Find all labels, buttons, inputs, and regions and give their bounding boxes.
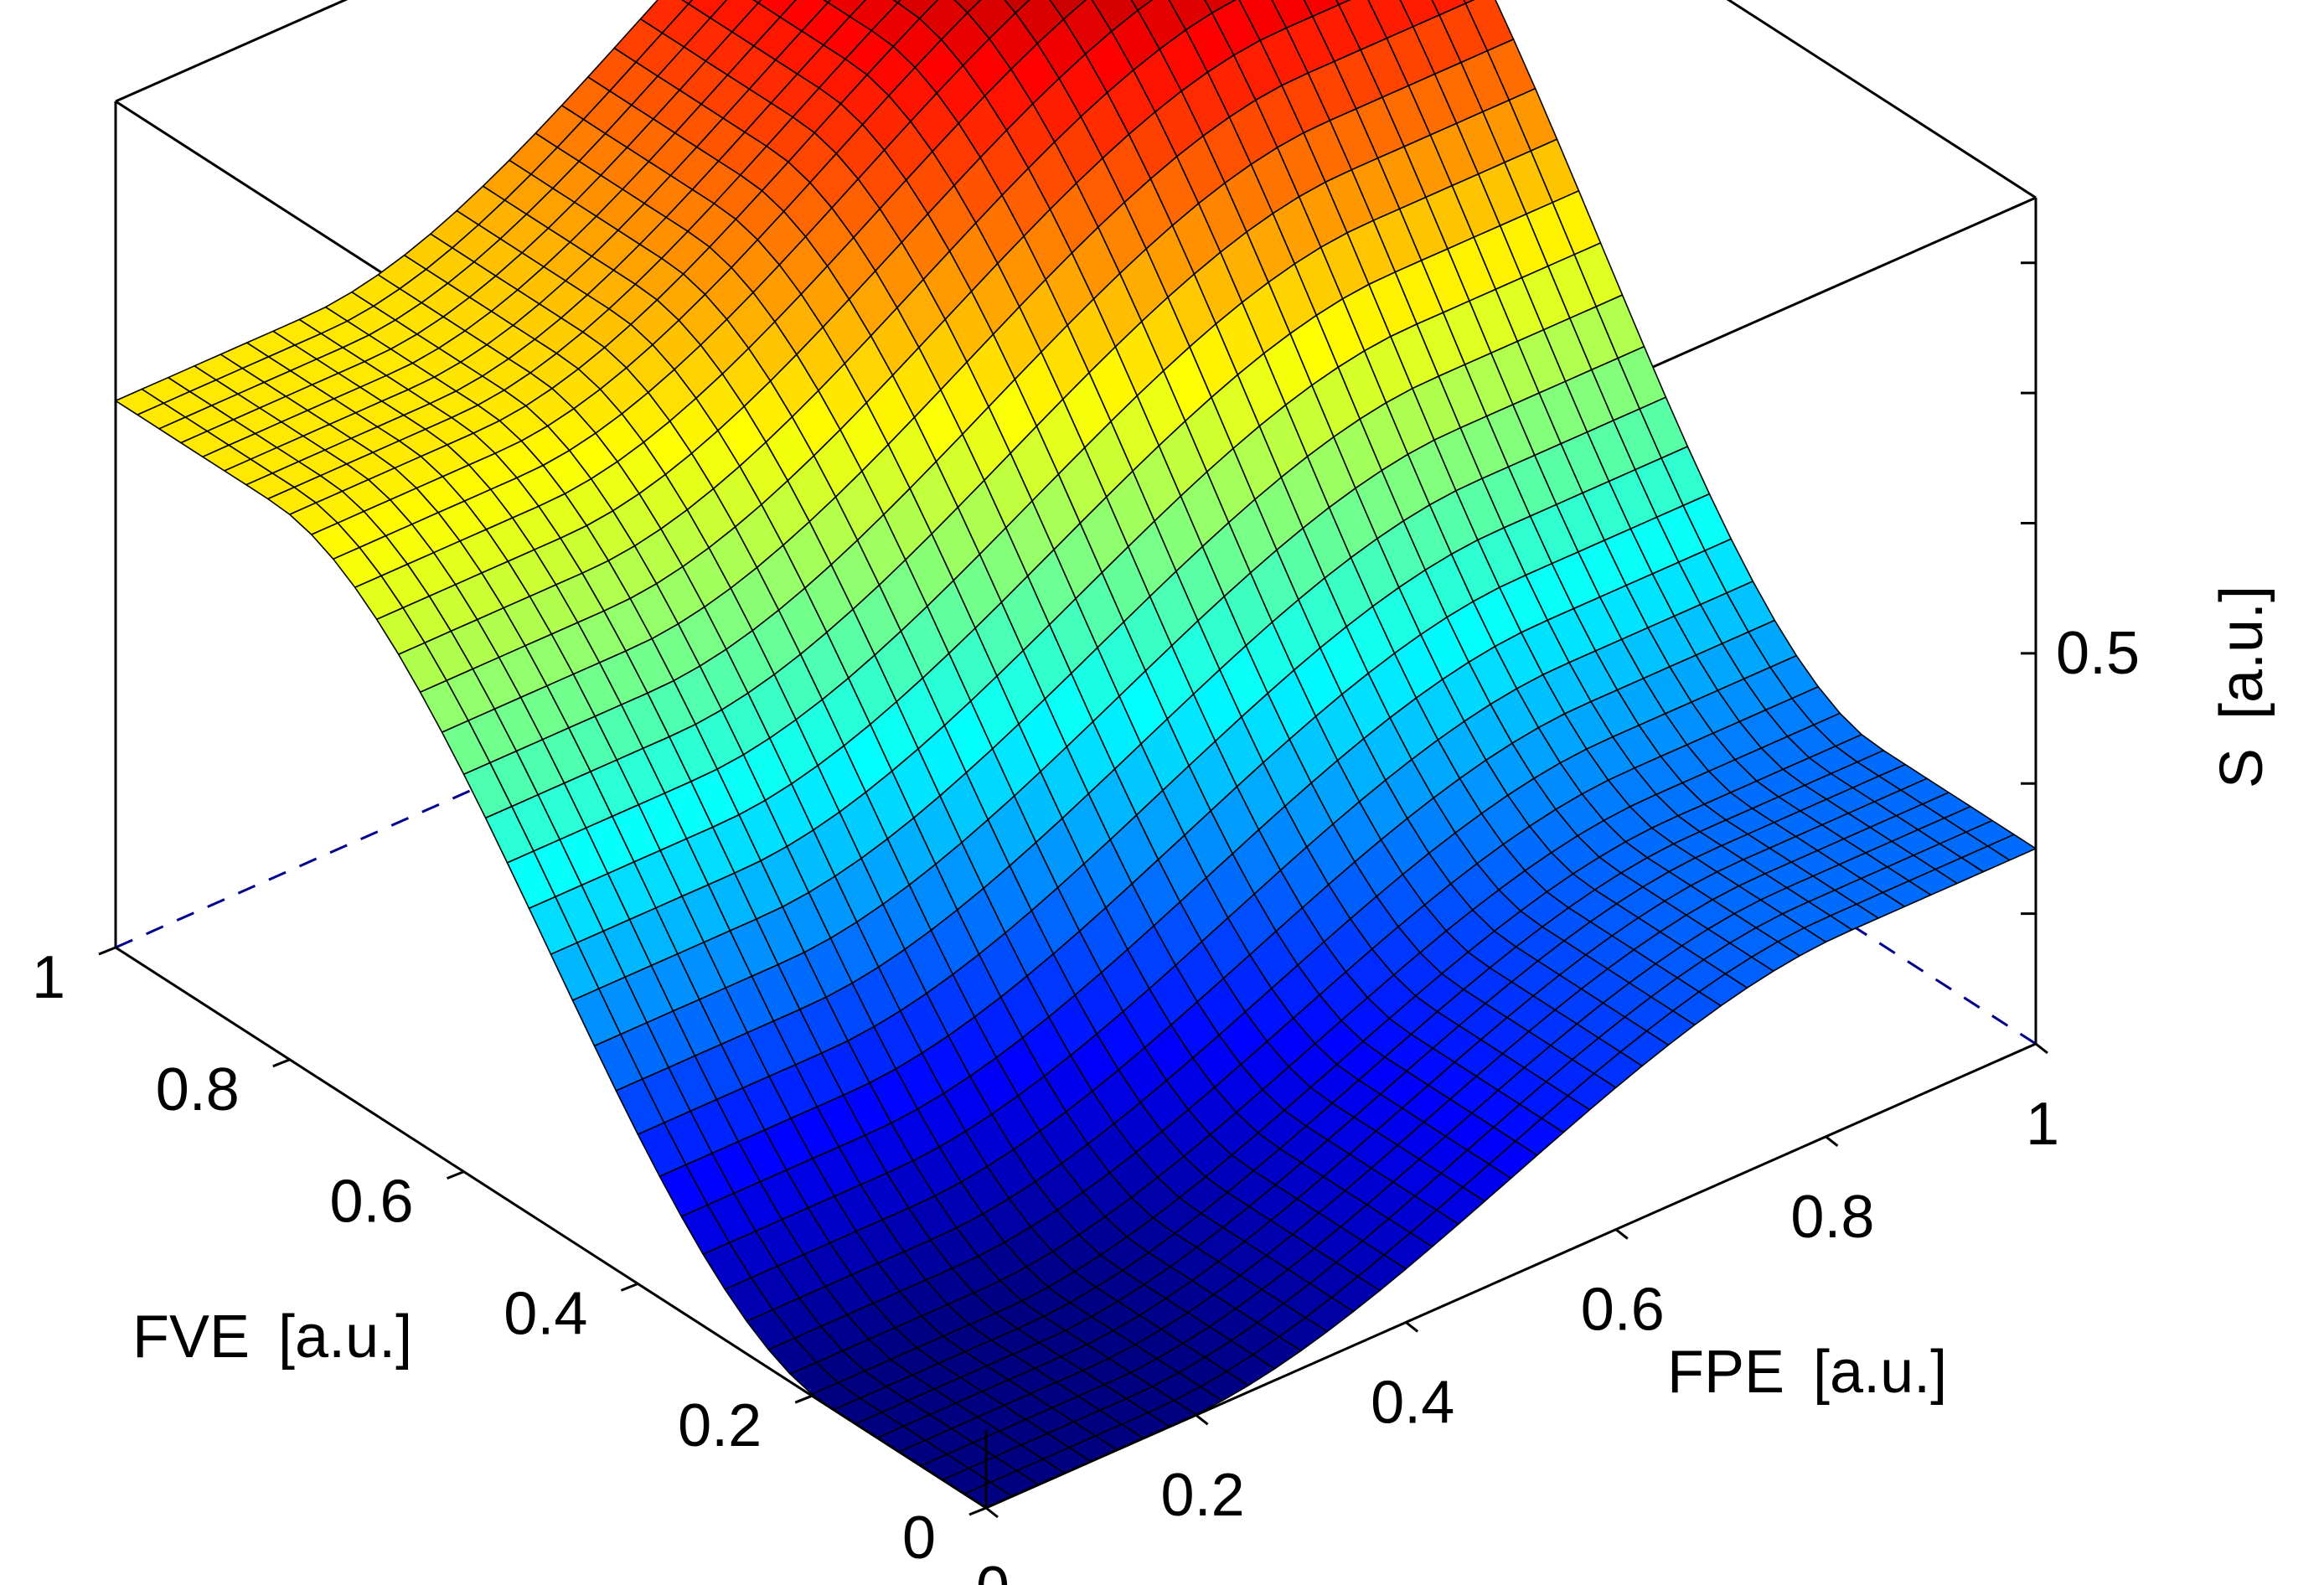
x-tick-mark — [2035, 1042, 2048, 1055]
y-tick-label: 0.6 — [330, 1169, 414, 1236]
surface-mesh — [115, 0, 2037, 1509]
svg-text:S [a.u.]: S [a.u.] — [2208, 586, 2275, 788]
y-tick-label: 0 — [902, 1505, 936, 1572]
y-tick-mark — [968, 1506, 987, 1516]
y-tick-label: 0.4 — [504, 1280, 587, 1347]
x-tick-label: 0 — [976, 1555, 1010, 1585]
surface-cell — [1004, 0, 1030, 14]
x-tick-mark — [1195, 1414, 1209, 1426]
axes-box-front — [115, 946, 2037, 1510]
y-tick-mark — [447, 1170, 465, 1180]
x-tick-mark — [1405, 1321, 1419, 1333]
y-tick-label: 0.8 — [156, 1056, 240, 1123]
x-tick-label: 0.6 — [1581, 1277, 1665, 1344]
x-axis-label-main: FPE — [1667, 1339, 1784, 1406]
box-edge-top-right — [1726, 0, 2037, 199]
x-tick-label: 1 — [2026, 1091, 2059, 1158]
axis-ticks: 0 0.2 0.4 0.6 0.8 1 0 0.2 0.4 0.6 0.8 1 0.5 — [32, 261, 2140, 1585]
box-edge-top-back — [115, 0, 349, 103]
x-tick-label: 0.2 — [1161, 1462, 1245, 1529]
box-edge-bottom-front-y — [115, 946, 987, 1510]
y-axis-label-main: FVE — [132, 1304, 250, 1371]
x-tick-mark — [985, 1506, 999, 1519]
x-axis-label: FPE [a.u.] — [1667, 1339, 1947, 1406]
y-axis-label: FVE [a.u.] — [132, 1304, 412, 1371]
y-tick-mark — [620, 1283, 638, 1292]
x-tick-mark — [1825, 1135, 1839, 1147]
x-axis-label-unit: [a.u.] — [1813, 1339, 1947, 1406]
y-tick-mark — [272, 1058, 291, 1068]
y-axis-label-unit: [a.u.] — [278, 1304, 412, 1371]
x-tick-label: 0.8 — [1790, 1184, 1874, 1251]
y-tick-label: 0.2 — [678, 1392, 762, 1459]
y-tick-mark — [794, 1394, 813, 1404]
surface-cell — [953, 0, 982, 13]
z-axis-label-unit: [a.u.] — [2208, 586, 2275, 720]
z-axis-label: S [a.u.] — [2208, 586, 2275, 788]
x-tick-label: 0.4 — [1371, 1369, 1454, 1436]
y-tick-mark — [98, 946, 116, 956]
y-tick-label: 1 — [32, 944, 65, 1011]
x-tick-mark — [1614, 1228, 1629, 1240]
box-edge-bottom-front-x — [985, 1042, 2037, 1510]
z-tick-label: 0.5 — [2056, 620, 2140, 687]
z-axis-label-main: S — [2208, 748, 2275, 788]
